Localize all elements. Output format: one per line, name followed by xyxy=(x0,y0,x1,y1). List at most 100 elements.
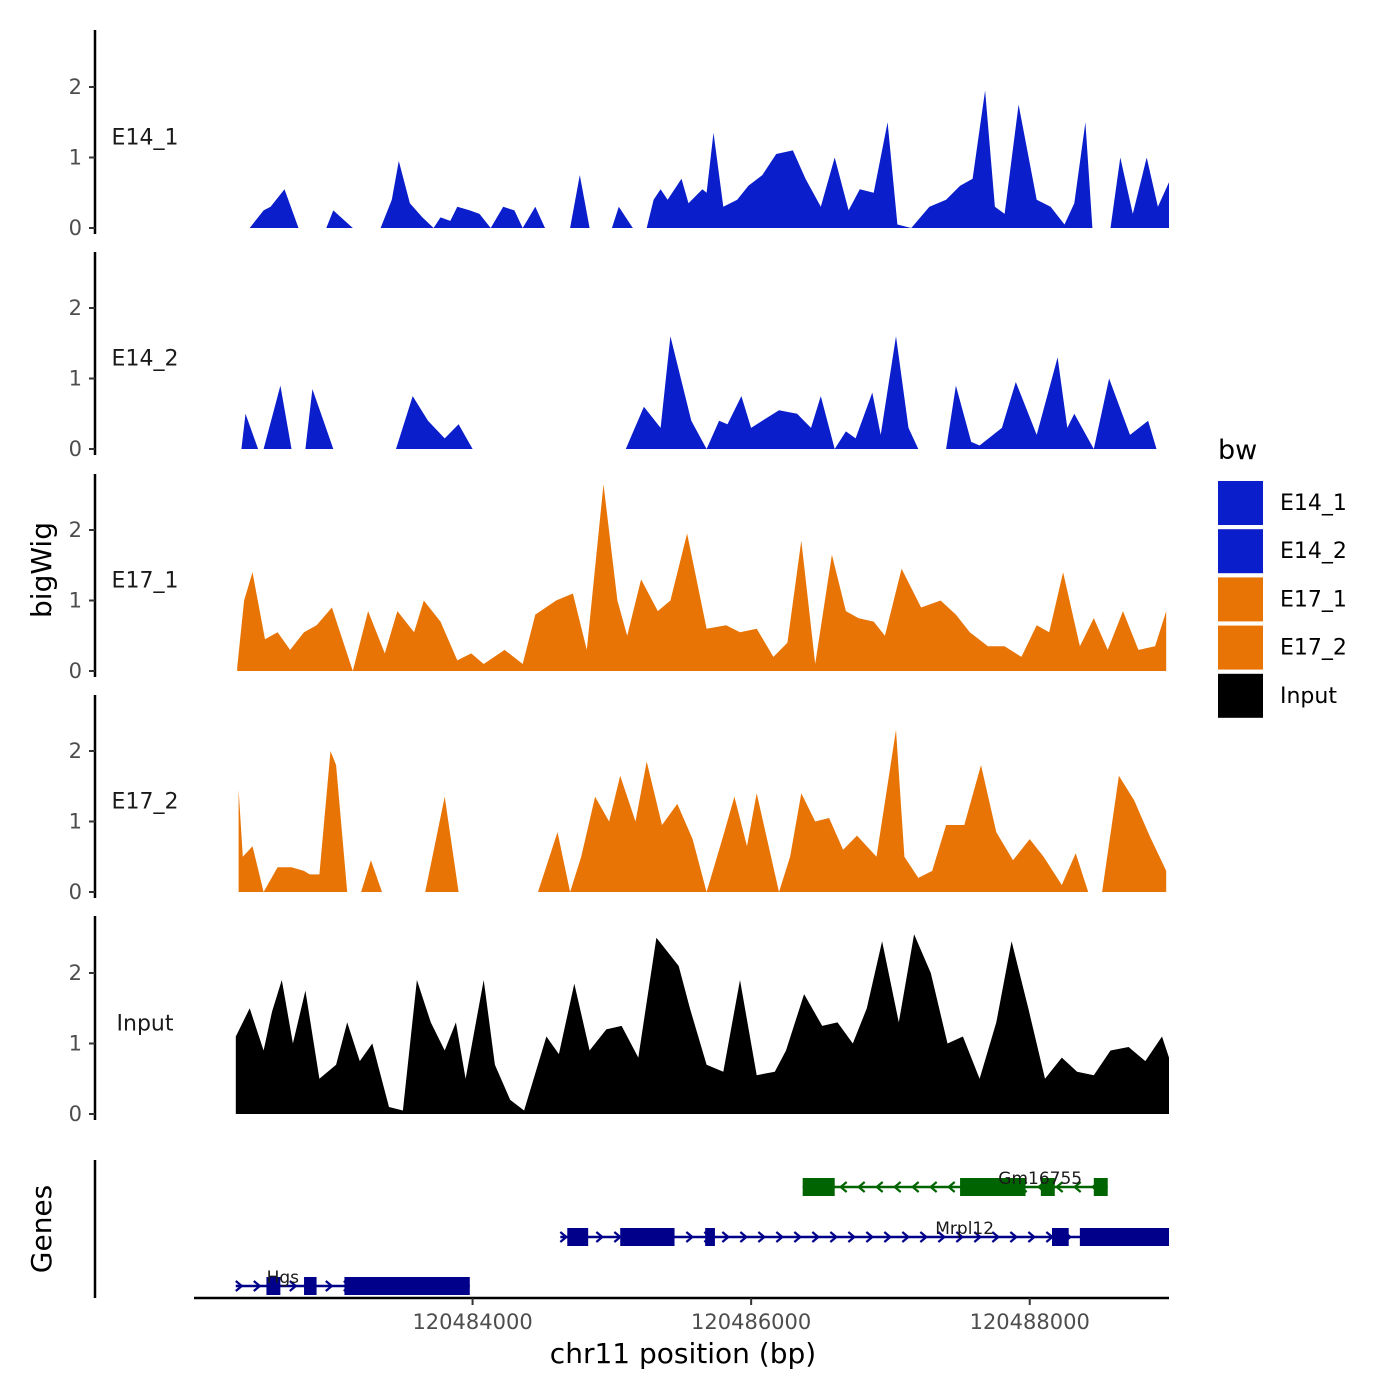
gene-label-hgs: Hgs xyxy=(267,1268,300,1288)
exon-gm16755-2 xyxy=(1040,1178,1055,1196)
exon-hgs-1 xyxy=(304,1277,317,1295)
exon-gm16755-1 xyxy=(960,1178,1026,1196)
y-axis-title-bigwig: bigWig xyxy=(25,522,58,618)
legend-swatch-e14-2 xyxy=(1218,529,1263,574)
strand-arrow-mrpl12 xyxy=(793,1231,803,1243)
strand-arrow-mrpl12 xyxy=(901,1231,911,1243)
coverage-area-e14-1-0 xyxy=(249,189,299,228)
strand-arrow-mrpl12 xyxy=(775,1231,785,1243)
coverage-area-e17-2-2 xyxy=(425,796,459,892)
strand-arrow-mrpl12 xyxy=(739,1231,749,1243)
legend-label-e14-2: E14_2 xyxy=(1280,539,1347,564)
strand-arrow-mrpl12 xyxy=(685,1231,695,1243)
strand-arrow-mrpl12 xyxy=(937,1231,947,1243)
exon-mrpl12-0 xyxy=(567,1228,589,1246)
y-tick-label-e17-2-1: 1 xyxy=(69,810,82,834)
legend-swatch-input xyxy=(1218,673,1263,718)
strand-arrow-hgs xyxy=(325,1280,334,1292)
coverage-area-e14-1-2 xyxy=(380,161,545,228)
coverage-area-e14-2-0 xyxy=(241,413,259,449)
legend-label-e14-1: E14_1 xyxy=(1280,491,1347,516)
legend-label-e17-1: E17_1 xyxy=(1280,587,1347,612)
strand-arrow-mrpl12 xyxy=(973,1231,983,1243)
gene-label-mrpl12: Mrpl12 xyxy=(935,1219,994,1239)
strand-arrow-mrpl12 xyxy=(955,1231,965,1243)
coverage-area-e14-2-5 xyxy=(946,357,1157,449)
strand-arrow-gm16755 xyxy=(838,1181,848,1193)
y-tick-label-e14-1-2: 2 xyxy=(69,75,82,99)
y-tick-label-e14-2-2: 2 xyxy=(69,296,82,320)
legend: bw E14_1 E14_2 E17_1 E17_2 Input xyxy=(1218,435,1347,718)
coverage-area-e17-2-1 xyxy=(361,860,382,892)
coverage-area-e17-2-4 xyxy=(1102,775,1167,892)
strand-arrow-gm16755 xyxy=(1054,1181,1064,1193)
gene-track: 120484000 120486000 120488000 Hgs Mrpl12 Gm16… xyxy=(93,1160,1169,1334)
y-tick-label-e17-2-0: 0 xyxy=(69,880,82,904)
strand-arrow-gm16755 xyxy=(892,1181,902,1193)
strand-arrow-mrpl12 xyxy=(559,1231,569,1243)
strand-arrow-hgs xyxy=(289,1280,298,1292)
strand-arrow-gm16755 xyxy=(910,1181,920,1193)
coverage-area-e14-2-4 xyxy=(625,336,919,449)
coverage-area-e17-2-0 xyxy=(238,751,348,892)
exon-hgs-0 xyxy=(266,1277,281,1295)
gene-label-gm16755: Gm16755 xyxy=(998,1169,1082,1189)
signal-tracks: 0 1 2 E14_1 0 1 2 E14_2 0 1 2 E17_1 0 1 2 E17_2 0 1 2 Input xyxy=(69,30,1170,1126)
exon-gm16755-3 xyxy=(1093,1178,1108,1196)
strand-arrow-mrpl12 xyxy=(847,1231,857,1243)
strand-arrow-mrpl12 xyxy=(883,1231,893,1243)
strand-arrow-gm16755 xyxy=(874,1181,884,1193)
exon-mrpl12-2 xyxy=(705,1228,715,1246)
y-tick-label-e17-2-2: 2 xyxy=(69,739,82,763)
strand-arrow-mrpl12 xyxy=(595,1231,605,1243)
y-tick-label-e17-1-0: 0 xyxy=(69,659,82,683)
track-label-input: Input xyxy=(117,1011,174,1036)
track-label-e14-1: E14_1 xyxy=(112,125,179,150)
x-axis-title: chr11 position (bp) xyxy=(550,1337,816,1370)
coverage-area-e14-1-6 xyxy=(1110,157,1169,228)
strand-arrow-hgs xyxy=(235,1280,244,1292)
strand-arrow-gm16755 xyxy=(856,1181,866,1193)
y-tick-label-e14-1-0: 0 xyxy=(69,216,82,240)
coverage-area-e14-2-2 xyxy=(305,389,334,449)
coverage-area-e14-1-4 xyxy=(611,206,633,228)
strand-arrow-gm16755 xyxy=(946,1181,956,1193)
strand-arrow-mrpl12 xyxy=(811,1231,821,1243)
strand-arrow-gm16755 xyxy=(1072,1181,1082,1193)
exon-mrpl12-1 xyxy=(620,1228,675,1246)
exon-mrpl12-4 xyxy=(1079,1228,1169,1246)
coverage-area-e17-2-3 xyxy=(538,729,1089,892)
coverage-area-e14-1-1 xyxy=(326,210,353,228)
legend-label-input: Input xyxy=(1280,684,1337,709)
y-tick-label-e14-2-0: 0 xyxy=(69,437,82,461)
y-tick-label-input-0: 0 xyxy=(69,1102,82,1126)
legend-title: bw xyxy=(1218,435,1257,466)
legend-swatch-e17-2 xyxy=(1218,625,1263,670)
exon-gm16755-0 xyxy=(802,1178,835,1196)
y-tick-label-input-1: 1 xyxy=(69,1032,82,1056)
coverage-area-e14-1-3 xyxy=(570,175,590,228)
coverage-area-e14-1-5 xyxy=(646,90,1093,228)
y-axis-title-genes: Genes xyxy=(25,1185,58,1273)
strand-arrow-gm16755 xyxy=(928,1181,938,1193)
strand-arrow-mrpl12 xyxy=(991,1231,1001,1243)
coverage-area-e14-2-1 xyxy=(263,385,292,449)
y-tick-label-e17-1-2: 2 xyxy=(69,518,82,542)
track-label-e14-2: E14_2 xyxy=(112,346,179,371)
strand-arrow-mrpl12 xyxy=(721,1231,731,1243)
strand-arrow-mrpl12 xyxy=(1027,1231,1037,1243)
strand-arrow-mrpl12 xyxy=(865,1231,875,1243)
x-tick-label-1: 120486000 xyxy=(691,1310,811,1334)
y-tick-label-input-2: 2 xyxy=(69,961,82,985)
x-tick-label-2: 120488000 xyxy=(970,1310,1090,1334)
y-tick-label-e17-1-1: 1 xyxy=(69,589,82,613)
legend-swatch-e17-1 xyxy=(1218,577,1263,622)
y-tick-label-e14-2-1: 1 xyxy=(69,367,82,391)
strand-arrow-mrpl12 xyxy=(757,1231,767,1243)
legend-label-e17-2: E17_2 xyxy=(1280,636,1347,661)
legend-swatch-e14-1 xyxy=(1218,481,1263,525)
track-label-e17-1: E17_1 xyxy=(112,568,179,593)
strand-arrow-mrpl12 xyxy=(1009,1231,1019,1243)
exon-hgs-2 xyxy=(344,1277,470,1295)
